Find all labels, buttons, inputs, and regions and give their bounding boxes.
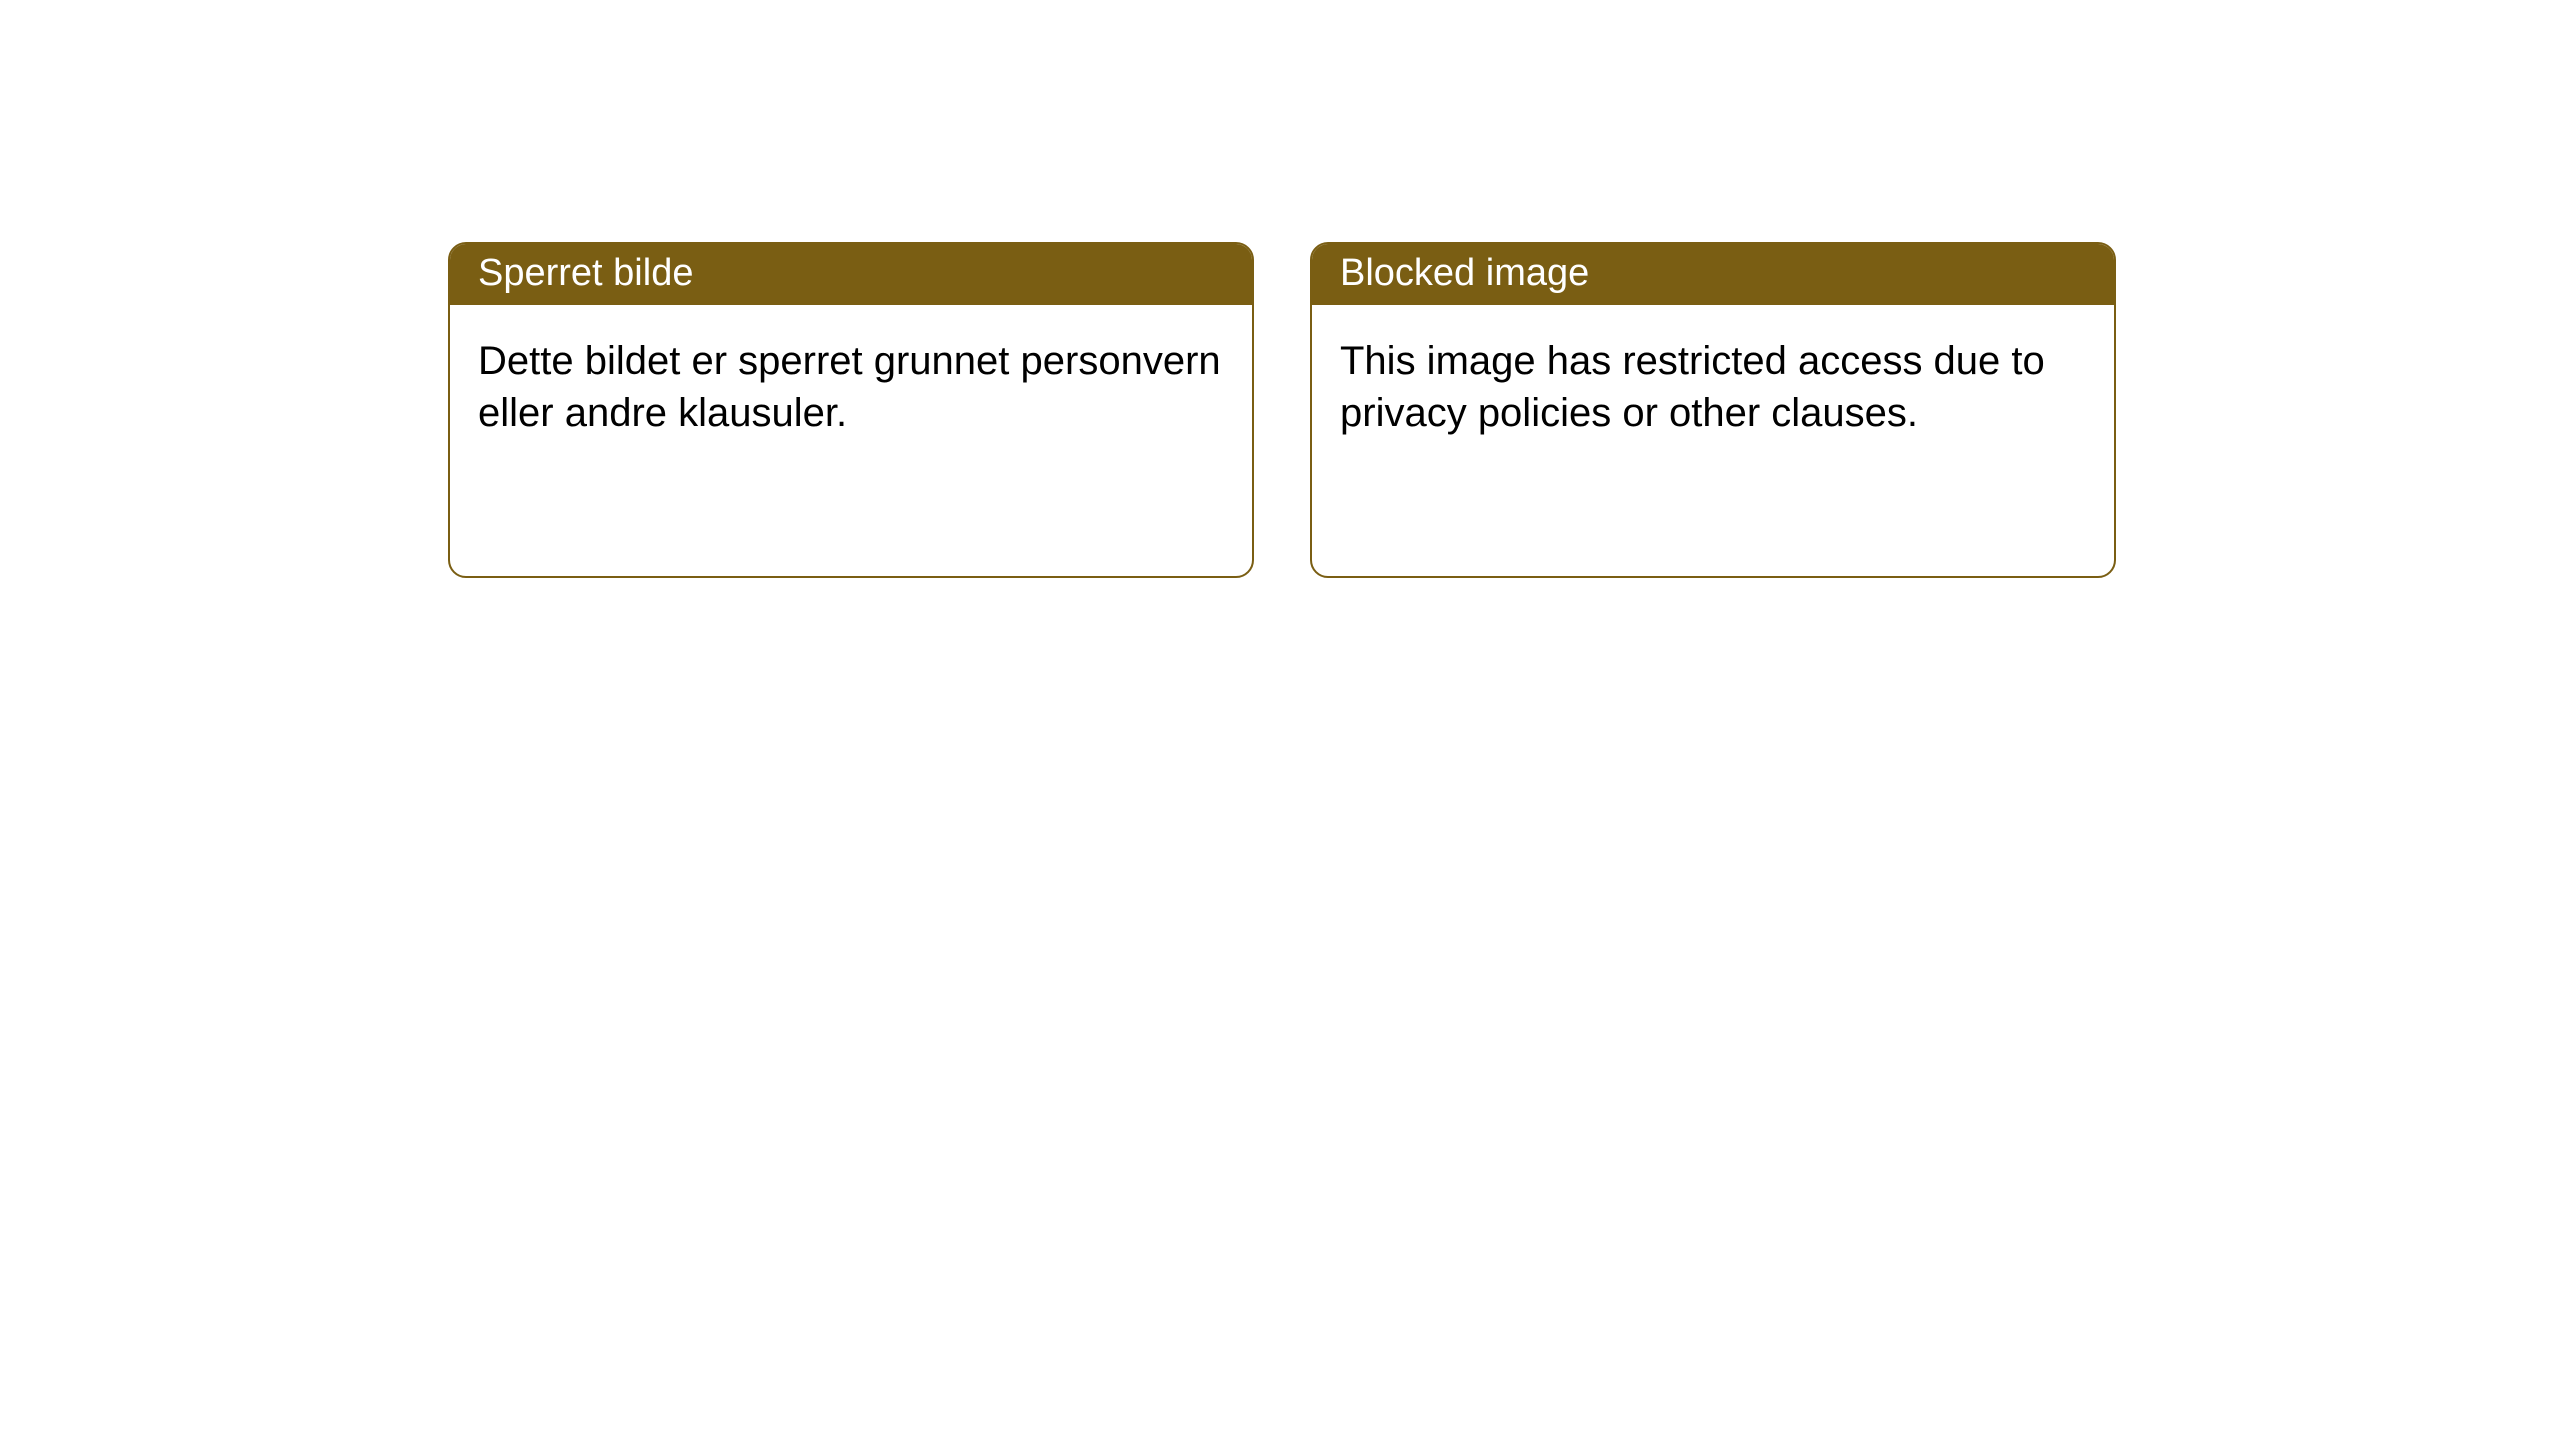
notice-box-english: Blocked image This image has restricted … <box>1310 242 2116 578</box>
notice-box-norwegian: Sperret bilde Dette bildet er sperret gr… <box>448 242 1254 578</box>
notice-header: Blocked image <box>1312 244 2114 305</box>
notice-body: Dette bildet er sperret grunnet personve… <box>450 305 1252 469</box>
notice-body: This image has restricted access due to … <box>1312 305 2114 469</box>
notice-container: Sperret bilde Dette bildet er sperret gr… <box>448 242 2116 578</box>
notice-header: Sperret bilde <box>450 244 1252 305</box>
